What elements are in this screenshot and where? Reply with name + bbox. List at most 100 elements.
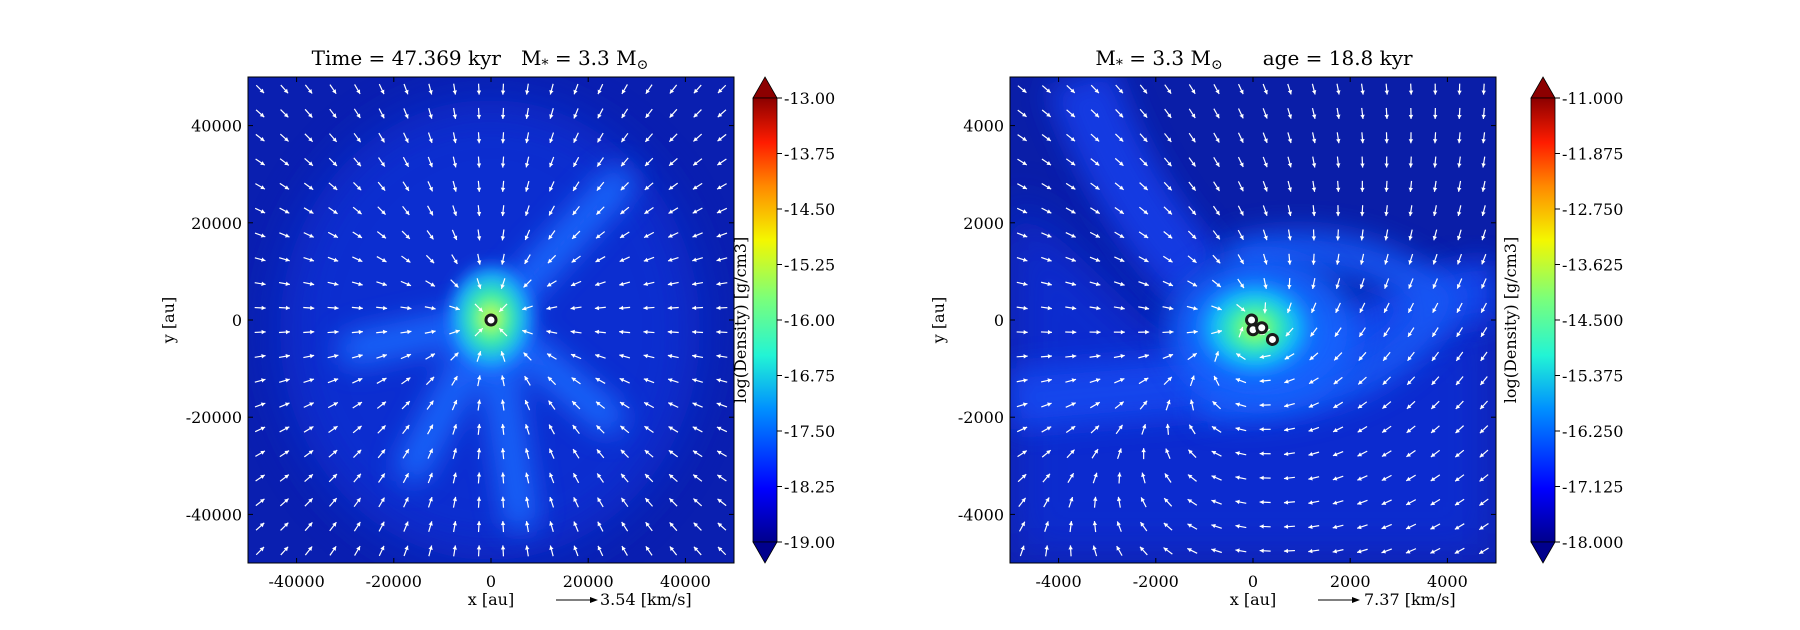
velocity-arrowhead — [1455, 477, 1460, 482]
velocity-arrowhead — [1332, 500, 1338, 505]
velocity-arrowhead — [1262, 309, 1268, 314]
velocity-arrowhead — [668, 233, 673, 238]
colorbar-body-left — [752, 97, 778, 543]
velocity-arrowhead — [429, 234, 434, 240]
velocity-arrowhead — [404, 138, 409, 143]
velocity-arrowhead — [1381, 525, 1387, 530]
velocity-arrowhead — [428, 138, 433, 143]
velocity-arrowhead — [1191, 161, 1196, 167]
velocity-arrowhead — [1214, 351, 1220, 356]
velocity-arrowhead — [1308, 548, 1313, 554]
velocity-arrowhead — [597, 137, 602, 143]
velocity-arrowhead — [1408, 139, 1414, 144]
velocity-field-right — [1016, 83, 1489, 557]
velocity-arrowhead — [1143, 209, 1148, 215]
x-ticks-right: -4000 -2000 0 2000 4000 — [1036, 77, 1468, 591]
velocity-arrowhead — [1456, 259, 1462, 265]
velocity-arrowhead — [1285, 331, 1291, 337]
velocity-arrowhead — [1167, 113, 1172, 118]
velocity-arrowhead — [620, 449, 626, 455]
velocity-arrowhead — [1384, 236, 1389, 241]
velocity-arrowhead — [524, 424, 530, 429]
velocity-arrowhead — [667, 329, 672, 335]
velocity-arrowhead — [500, 448, 506, 453]
velocity-arrowhead — [1311, 260, 1316, 265]
velocity-arrowhead — [1357, 404, 1363, 409]
velocity-arrowhead — [643, 378, 649, 383]
velocity-arrowhead — [407, 329, 412, 335]
velocity-arrowhead — [380, 497, 385, 503]
velocity-arrowhead — [1384, 90, 1389, 95]
velocity-arrowhead — [1141, 448, 1146, 453]
velocity-arrowhead — [357, 378, 363, 383]
velocity-arrowhead — [1311, 308, 1316, 313]
velocity-arrowhead — [500, 284, 505, 289]
velocity-arrowhead — [597, 89, 602, 95]
velocity-arrowhead — [500, 351, 505, 356]
colorbar-tick-label: -15.25 — [784, 256, 835, 275]
velocity-arrowhead — [1333, 403, 1338, 408]
velocity-arrowhead — [643, 257, 649, 262]
velocity-arrowhead — [260, 474, 265, 479]
velocity-arrowhead — [1119, 257, 1125, 262]
velocity-arrowhead — [621, 473, 626, 479]
velocity-arrowhead — [669, 546, 675, 552]
velocity-arrowhead — [476, 545, 482, 550]
velocity-arrowhead — [524, 376, 529, 381]
velocity-arrowhead — [1047, 354, 1052, 359]
velocity-arrowhead — [285, 354, 290, 359]
velocity-arrowhead — [1046, 426, 1052, 431]
velocity-arrowhead — [428, 472, 433, 478]
velocity-arrowhead — [1120, 305, 1125, 311]
velocity-arrowhead — [717, 185, 722, 190]
velocity-arrowhead — [645, 546, 650, 551]
velocity-arrowhead — [453, 235, 458, 241]
velocity-arrowhead — [1287, 211, 1292, 217]
velocity-arrowhead — [334, 281, 339, 287]
velocity-arrowhead — [1094, 425, 1100, 430]
velocity-arrowhead — [333, 257, 339, 262]
velocity-arrowhead — [1022, 402, 1028, 407]
velocity-arrowhead — [693, 137, 698, 142]
velocity-arrowhead — [499, 328, 504, 333]
velocity-arrowhead — [500, 260, 506, 265]
velocity-arrowhead — [572, 401, 577, 406]
velocity-arrowhead — [429, 424, 433, 430]
velocity-arrowhead — [668, 402, 673, 407]
velocity-arrowhead — [621, 137, 626, 143]
velocity-arrowhead — [332, 113, 337, 118]
velocity-arrowhead — [1336, 114, 1341, 119]
velocity-arrowhead — [1046, 450, 1051, 455]
velocity-arrowhead — [1235, 451, 1240, 456]
velocity-arrowhead — [453, 259, 458, 264]
velocity-arrowhead — [285, 305, 290, 311]
velocity-arrowhead — [1047, 281, 1052, 287]
velocity-arrowhead — [716, 402, 722, 407]
velocity-arrowhead — [1457, 187, 1462, 192]
velocity-arrowhead — [643, 353, 648, 359]
velocity-arrowhead — [1020, 521, 1025, 527]
velocity-arrowhead — [428, 497, 433, 502]
velocity-arrowhead — [597, 497, 602, 503]
velocity-arrowhead — [570, 282, 576, 287]
velocity-arrowhead — [716, 354, 721, 359]
velocity-arrowhead — [1070, 185, 1076, 190]
velocity-arrowhead — [596, 210, 601, 215]
velocity-arrowhead — [549, 448, 554, 454]
velocity-arrowhead — [1094, 88, 1099, 94]
velocity-arrowhead — [620, 185, 626, 191]
velocity-arrowhead — [1405, 549, 1411, 554]
velocity-arrowhead — [1095, 209, 1100, 214]
velocity-arrowhead — [332, 137, 337, 142]
velocity-arrowhead — [1045, 497, 1050, 503]
velocity-arrowhead — [476, 423, 482, 429]
velocity-arrowhead — [476, 187, 482, 192]
velocity-arrowhead — [308, 426, 314, 431]
y-tick-label: 2000 — [963, 214, 1004, 233]
velocity-arrowhead — [428, 114, 433, 119]
velocity-arrowhead — [356, 185, 362, 191]
velocity-arrowhead — [1163, 522, 1169, 528]
y-tick-label: 4000 — [963, 117, 1004, 136]
velocity-arrowhead — [1433, 90, 1438, 95]
velocity-arrowhead — [308, 209, 314, 214]
